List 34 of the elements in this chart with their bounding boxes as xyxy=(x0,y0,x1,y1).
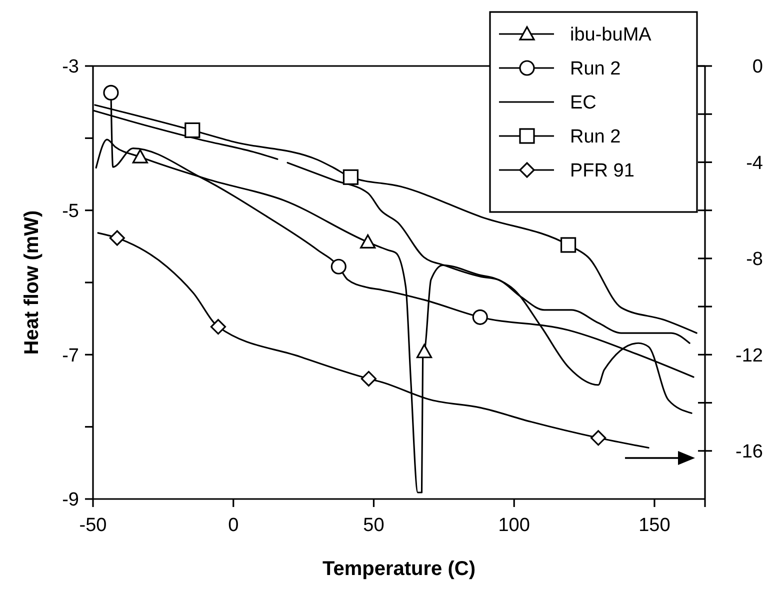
point xyxy=(210,318,226,335)
point xyxy=(360,234,376,248)
x-tick-label: 50 xyxy=(363,515,384,536)
point xyxy=(590,430,606,446)
x-axis-title: Temperature (C) xyxy=(322,558,476,580)
legend-label: PFR 91 xyxy=(570,160,634,182)
y-axis-title: Heat flow (mW) xyxy=(21,210,43,355)
point xyxy=(109,230,125,246)
y2-tick-label: -8 xyxy=(746,249,763,270)
point xyxy=(184,122,200,138)
point xyxy=(330,258,346,274)
y-tick-label: -5 xyxy=(62,200,79,222)
legend-label: Run 2 xyxy=(570,58,621,80)
point xyxy=(416,344,432,358)
point xyxy=(342,169,359,185)
legend-label: EC xyxy=(570,92,596,114)
point xyxy=(360,370,376,387)
legend-label: Run 2 xyxy=(570,126,621,148)
x-tick-label: 100 xyxy=(498,515,530,536)
y-tick-label: -7 xyxy=(62,345,79,366)
point xyxy=(560,237,576,253)
legend-label: ibu-buMA xyxy=(570,24,652,46)
y2-tick-label: 0 xyxy=(752,56,763,78)
y-tick-label: -3 xyxy=(62,56,79,78)
y2-tick-label: -4 xyxy=(746,152,764,174)
x-tick-label: -50 xyxy=(79,515,107,536)
y2-tick-label: -16 xyxy=(736,442,763,463)
y-tick-label: -9 xyxy=(62,490,79,511)
y2-tick-label: -12 xyxy=(736,345,763,366)
x-tick-label: 0 xyxy=(228,515,239,536)
point xyxy=(103,84,119,100)
point xyxy=(472,309,488,325)
point xyxy=(132,149,148,164)
x-tick-label: 150 xyxy=(638,515,670,536)
